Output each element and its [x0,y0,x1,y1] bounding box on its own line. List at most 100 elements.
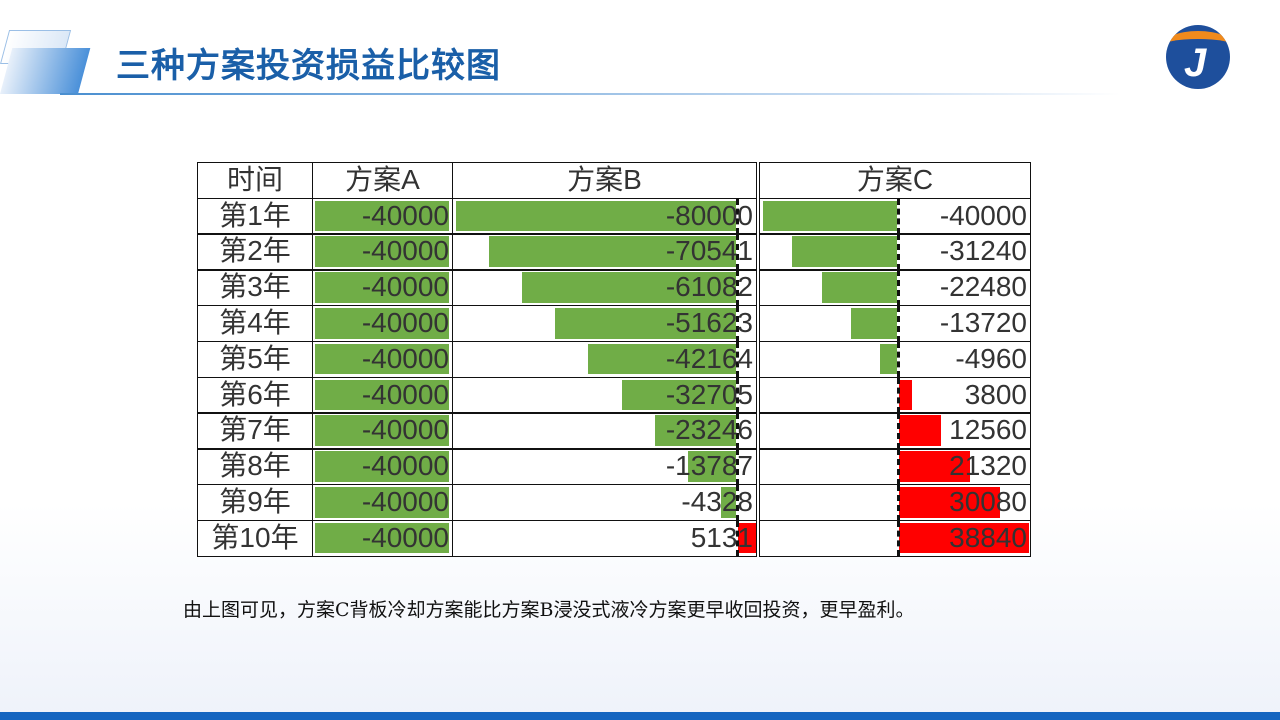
cell-value: -32705 [665,378,753,410]
bar-axis [897,520,900,556]
cell-value: -4328 [681,485,753,517]
cell-value: -40000 [361,306,449,338]
cell-value: -61082 [665,271,753,303]
value-cell: -22480 [759,269,1031,307]
page-title: 三种方案投资损益比较图 [116,47,501,85]
cell-value: 21320 [949,450,1027,482]
data-bar [315,379,449,411]
bar-axis [736,198,739,234]
data-bar [315,343,449,375]
value-cell: -40000 [312,483,453,522]
data-bar [899,522,1030,554]
cell-value: 38840 [949,521,1027,553]
value-cell: -40000 [759,197,1031,235]
data-bar [315,307,449,339]
data-bar [738,522,756,554]
data-bar [315,522,449,554]
data-bar [720,486,736,518]
title-divider [60,93,1120,95]
data-bar [315,200,449,232]
data-bar [880,343,897,375]
bar-axis [897,234,900,270]
cell-value: -40000 [361,485,449,517]
value-cell: -61082 [452,269,757,307]
column-header: 时间 [197,162,313,199]
value-cell: -40000 [312,304,453,343]
header-decoration [0,48,91,94]
cell-value: 5131 [690,521,753,553]
cell-value: -4960 [955,342,1027,374]
cell-value: -40000 [361,235,449,267]
column-header: 方案A [312,162,453,199]
bar-axis [897,270,900,306]
data-bar [522,272,736,303]
bar-axis [736,341,739,377]
row-label-cell: 第6年 [197,376,313,414]
column-header-label: 方案A [345,164,420,195]
row-label-cell: 第8年 [197,448,313,486]
cell-value: -40000 [361,414,449,446]
data-bar [851,307,897,339]
bar-axis [897,484,900,521]
cell-value: -51623 [665,306,753,338]
row-label-cell: 第5年 [197,340,313,378]
value-cell: 38840 [759,519,1031,557]
bar-axis [736,270,739,306]
bar-axis [736,305,739,342]
value-cell: -80000 [452,197,757,235]
data-bar [315,236,449,268]
data-bar [792,236,897,268]
value-cell: -70541 [452,233,757,271]
row-label: 第5年 [219,342,291,374]
cell-value: -31240 [939,235,1027,267]
value-cell: 30080 [759,483,1031,522]
row-label-cell: 第4年 [197,304,313,343]
data-bar [899,415,942,447]
value-cell: -51623 [452,304,757,343]
value-cell: -40000 [312,412,453,450]
data-bar [621,379,736,411]
row-label: 第3年 [219,271,291,303]
data-bar [763,200,897,232]
cell-value: -40000 [361,521,449,553]
data-bar [899,451,971,482]
row-label-cell: 第3年 [197,269,313,307]
row-label: 第6年 [219,378,291,410]
cell-value: -70541 [665,235,753,267]
cell-value: 12560 [949,414,1027,446]
row-label-cell: 第7年 [197,412,313,450]
data-bar [555,307,736,339]
value-cell: -42164 [452,340,757,378]
cell-value: -80000 [665,199,753,231]
bar-axis [736,234,739,270]
row-label: 第8年 [219,450,291,482]
row-label: 第7年 [219,414,291,446]
value-cell: -40000 [312,340,453,378]
cell-value: -22480 [939,271,1027,303]
value-cell: 12560 [759,412,1031,450]
value-cell: -4328 [452,483,757,522]
data-bar [899,486,1000,518]
cell-value: 3800 [964,378,1027,410]
row-label: 第2年 [219,235,291,267]
cell-value: -40000 [361,271,449,303]
cell-value: 30080 [949,485,1027,517]
data-bar [456,200,736,232]
bar-axis [897,198,900,234]
row-label-cell: 第1年 [197,197,313,235]
data-bar [315,451,449,482]
value-cell: -40000 [312,448,453,486]
data-bar [687,451,736,482]
company-logo: J [1166,25,1230,89]
data-bar [899,379,912,411]
cell-value: -40000 [939,199,1027,231]
value-cell: -13720 [759,304,1031,343]
column-header-label: 时间 [226,164,283,195]
footer-bar [0,712,1280,720]
bar-axis [736,377,739,413]
data-bar [315,415,449,447]
data-bar [588,343,736,375]
bar-axis [897,305,900,342]
data-bar [315,486,449,518]
bar-axis [897,341,900,377]
